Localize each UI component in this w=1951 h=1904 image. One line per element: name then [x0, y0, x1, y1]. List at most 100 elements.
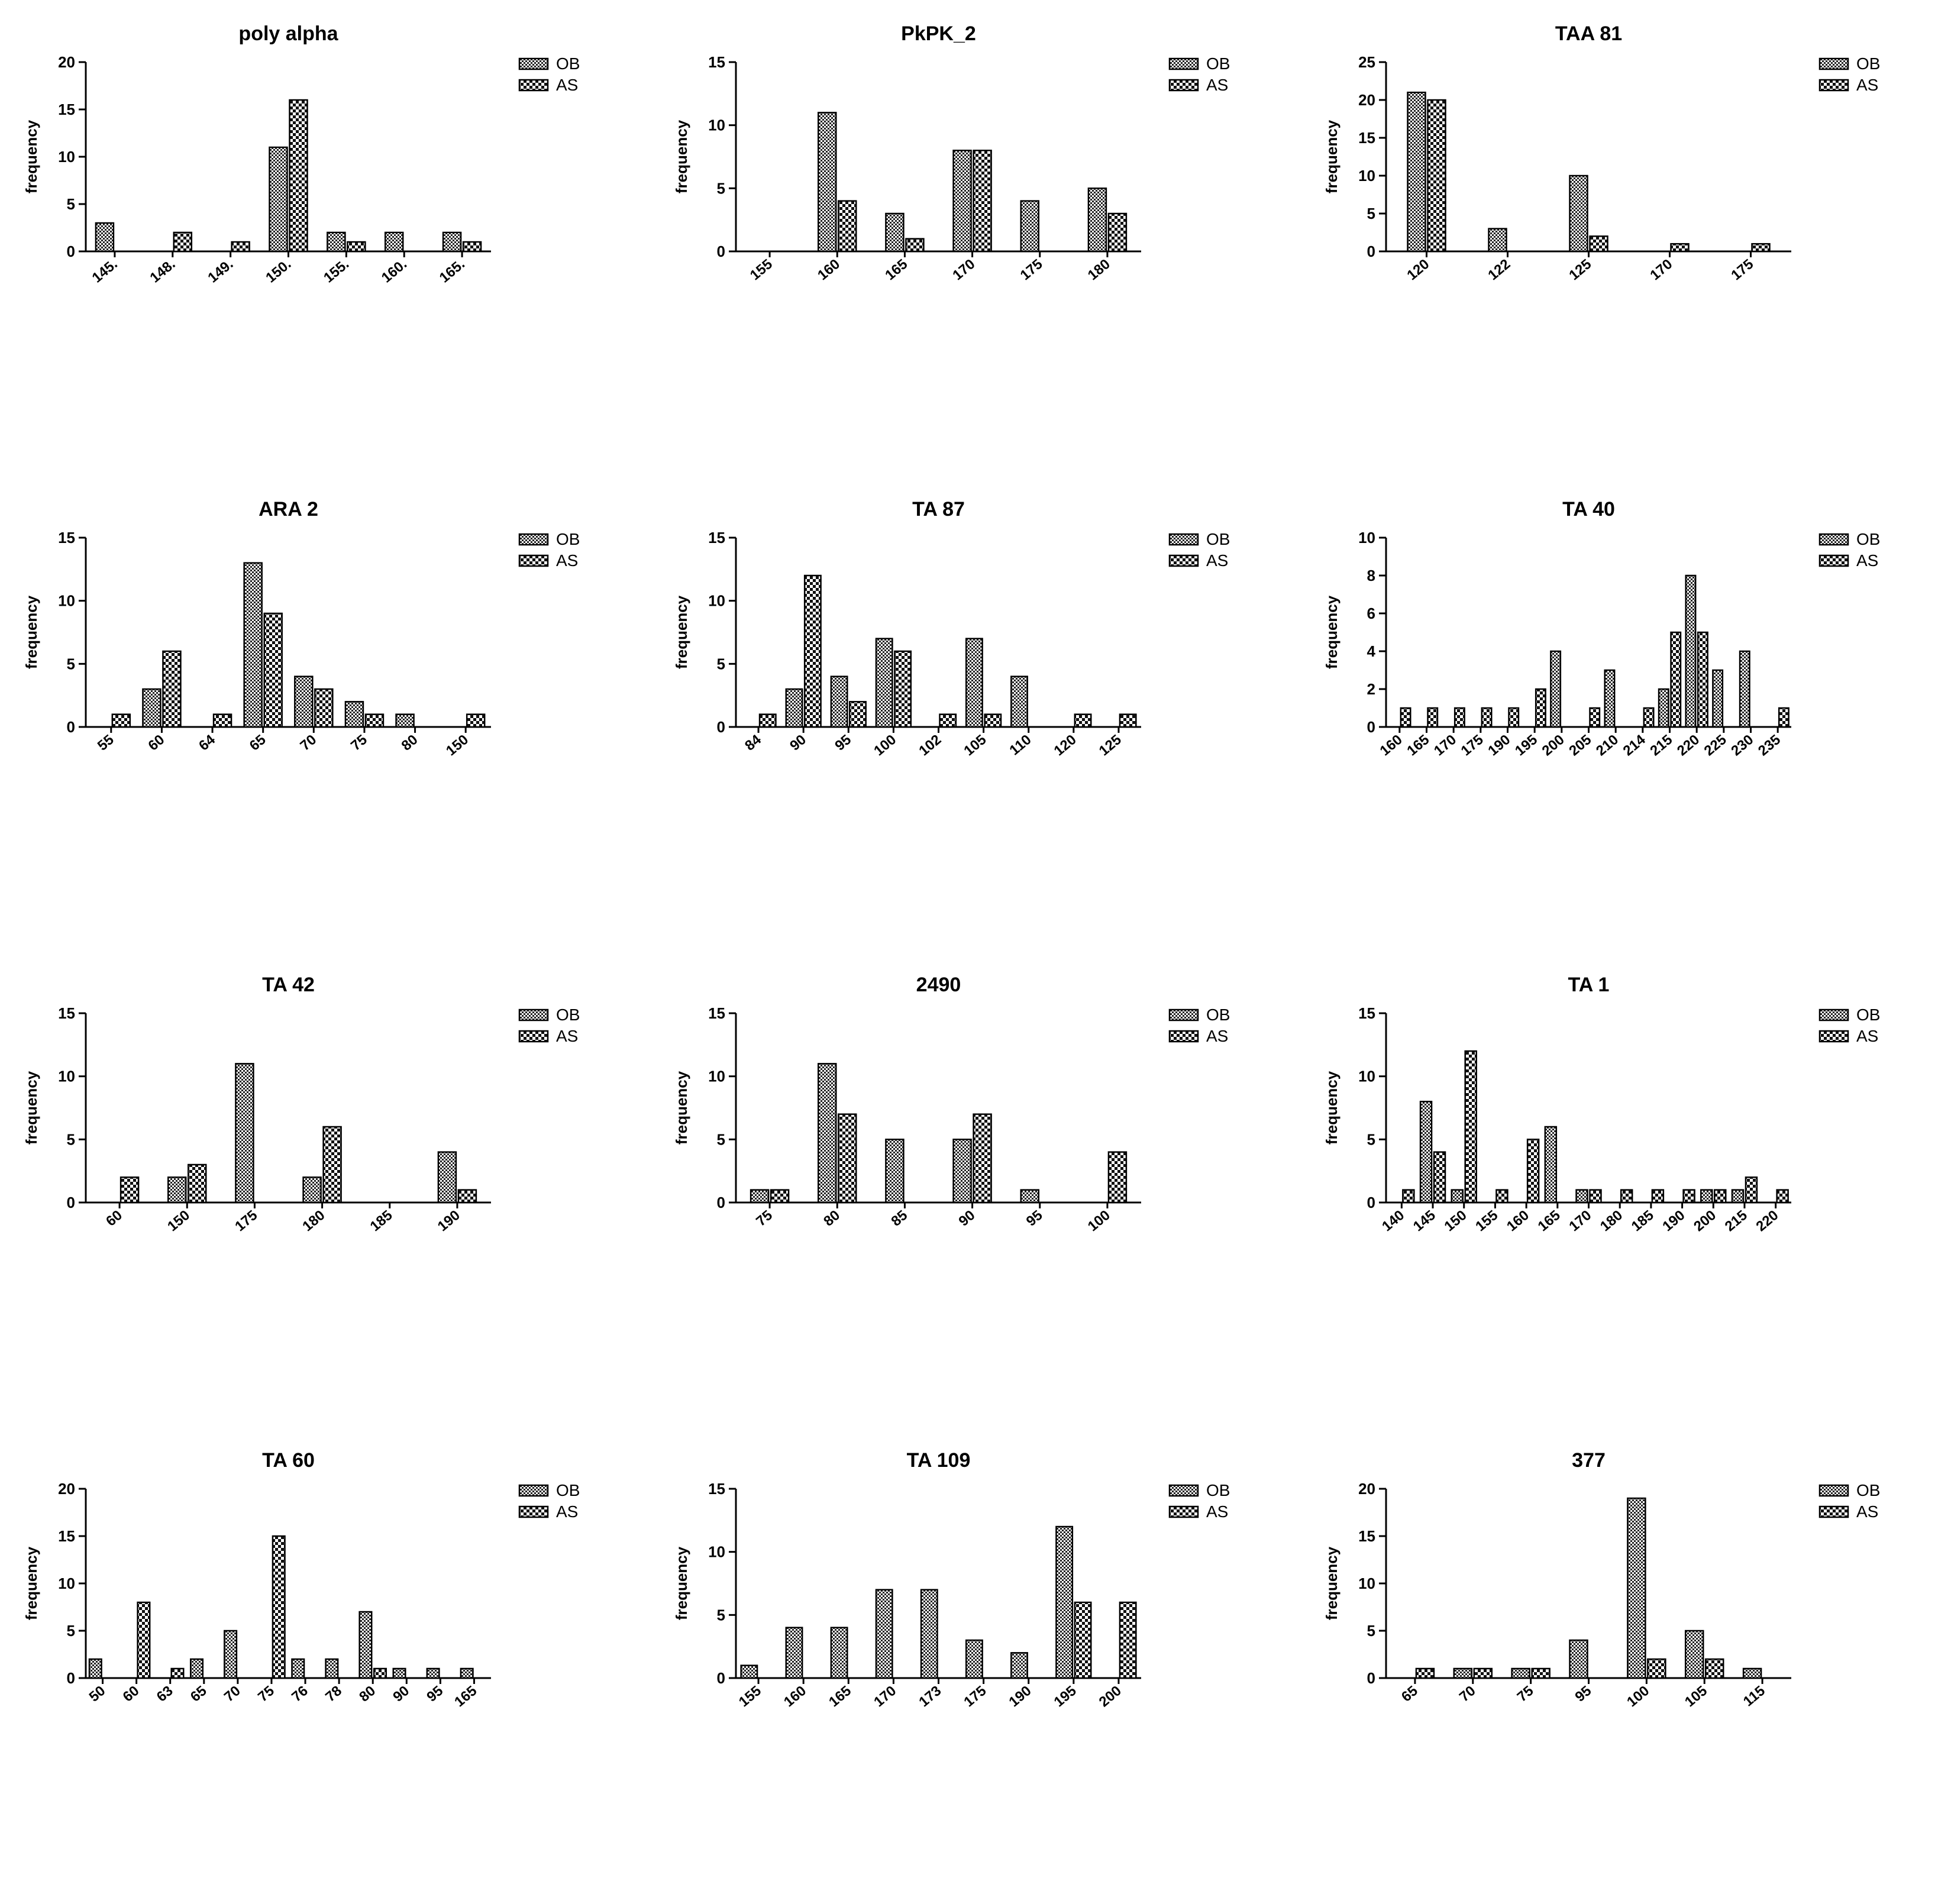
- legend-swatch-ob: [518, 1484, 549, 1497]
- legend-swatch-as: [1818, 554, 1849, 567]
- bar-as: [188, 1163, 207, 1204]
- chart-title: TAA 81: [1555, 22, 1622, 45]
- bar-as: [1670, 631, 1682, 728]
- bar-as: [162, 650, 182, 728]
- bar-ob: [384, 231, 404, 253]
- x-tick-label: 100: [871, 732, 899, 759]
- bar-ob: [1419, 1101, 1433, 1204]
- bar-as: [173, 231, 193, 253]
- chart-title: 377: [1572, 1449, 1606, 1472]
- y-tick-label: 10: [708, 592, 725, 610]
- x-tick-label: 85: [888, 1207, 910, 1230]
- bar-ob: [818, 1063, 837, 1204]
- legend-label-as: AS: [1206, 551, 1228, 570]
- x-tick-label: 160: [1377, 732, 1406, 759]
- bar-ob: [1087, 188, 1107, 253]
- x-tick-label: 190: [435, 1207, 463, 1234]
- bar-ob: [327, 231, 346, 253]
- bar-as: [272, 1535, 286, 1679]
- x-tick-label: 110: [1007, 732, 1035, 759]
- bar-ob: [302, 1176, 322, 1204]
- bar-as: [758, 713, 777, 728]
- x-tick-label: 180: [299, 1207, 328, 1234]
- legend-label-ob: OB: [1206, 1481, 1230, 1499]
- y-tick-label: 10: [58, 148, 75, 166]
- legend-swatch-as: [1168, 79, 1199, 92]
- bar-as: [1107, 1151, 1128, 1204]
- bar-ob: [920, 1589, 938, 1679]
- legend-label-ob: OB: [1856, 1481, 1880, 1499]
- bar-ob: [224, 1630, 238, 1679]
- y-axis-label: frequency: [22, 1071, 40, 1145]
- bar-as: [1119, 713, 1137, 728]
- chart-panel: ARA 2 frequency 0 5 10 15 55 60 64 65 70 75 80 150 OB A…: [0, 476, 650, 951]
- bar-as: [1682, 1189, 1695, 1204]
- y-tick-label: 15: [708, 1480, 725, 1498]
- x-tick-label: 214: [1620, 731, 1649, 759]
- y-tick-label: 0: [67, 1669, 75, 1687]
- chart-panel: 377 frequency 0 5 10 15 20 65 70 75 95 100 105 115 OB A…: [1300, 1427, 1950, 1902]
- chart-title: TA 87: [912, 498, 965, 521]
- x-tick-label: 173: [916, 1683, 944, 1710]
- y-tick-label: 15: [1358, 1004, 1375, 1022]
- bar-as: [894, 650, 912, 728]
- bar-as: [838, 1113, 857, 1204]
- bar-as: [111, 713, 131, 728]
- x-tick-label: 65: [247, 732, 269, 754]
- bar-ob: [1020, 1189, 1039, 1204]
- bar-ob: [1453, 1667, 1473, 1679]
- y-tick-label: 15: [708, 529, 725, 547]
- legend-label-as: AS: [556, 1502, 578, 1521]
- x-tick-label: 50: [86, 1683, 109, 1705]
- bar-ob: [952, 150, 972, 253]
- x-tick-label: 105: [1682, 1683, 1710, 1710]
- bar-ob: [1511, 1667, 1530, 1679]
- x-tick-label: 195: [1512, 732, 1540, 759]
- bar-ob: [952, 1139, 972, 1204]
- chart-panel: TA 1 frequency 0 5 10 15 140 145 150 155 160 165 170…: [1300, 951, 1950, 1427]
- x-tick-label: 165: [882, 256, 910, 283]
- y-axis-label: frequency: [22, 595, 40, 669]
- y-tick-label: 10: [1358, 167, 1375, 185]
- y-axis-label: frequency: [22, 1546, 40, 1620]
- y-tick-label: 5: [717, 1606, 725, 1624]
- bar-as: [212, 713, 232, 728]
- chart-title: TA 1: [1568, 974, 1610, 996]
- bar-as: [1647, 1658, 1666, 1679]
- chart-svg: 377 frequency 0 5 10 15 20 65 70 75 95 100 105 115 OB A…: [1323, 1449, 1880, 1710]
- bar-ob: [1575, 1189, 1588, 1204]
- bar-as: [1495, 1189, 1509, 1204]
- y-tick-label: 10: [1358, 1068, 1375, 1085]
- y-tick-label: 10: [708, 117, 725, 134]
- x-tick-label: 215: [1722, 1207, 1750, 1234]
- bar-ob: [269, 146, 288, 253]
- y-tick-label: 5: [717, 655, 725, 673]
- bar-as: [314, 688, 334, 728]
- legend-swatch-as: [1818, 1030, 1849, 1043]
- bar-ob: [1742, 1667, 1762, 1679]
- x-tick-label: 150: [164, 1207, 193, 1234]
- x-tick-label: 65: [1398, 1683, 1421, 1705]
- y-axis-label: frequency: [673, 1546, 690, 1620]
- bar-as: [905, 238, 925, 253]
- bar-as: [1427, 99, 1446, 253]
- bar-as: [1697, 631, 1708, 728]
- bar-ob: [818, 112, 837, 253]
- chart-svg: ARA 2 frequency 0 5 10 15 55 60 64 65 70 75 80 150 OB A…: [22, 498, 580, 759]
- x-tick-label: 155: [1472, 1207, 1501, 1234]
- y-tick-label: 15: [58, 1527, 75, 1545]
- legend-swatch-as: [518, 554, 549, 567]
- x-tick-label: 190: [1485, 732, 1513, 759]
- chart-svg: TA 40frequency02468101601651701751901952…: [1323, 498, 1880, 759]
- x-tick-label: 195: [1051, 1683, 1080, 1710]
- y-tick-label: 0: [1367, 1669, 1375, 1687]
- chart-svg: poly alpha frequency 0 5 10 15 20 145. 148. 149. 1…: [22, 22, 580, 286]
- legend-label-as: AS: [1856, 1502, 1878, 1521]
- bar-ob: [1010, 675, 1028, 728]
- legend-swatch-as: [518, 79, 549, 92]
- x-tick-label: 190: [1006, 1683, 1035, 1710]
- bar-as: [1535, 688, 1546, 728]
- x-tick-label: 149.: [205, 256, 236, 286]
- x-tick-label: 120: [1051, 732, 1080, 759]
